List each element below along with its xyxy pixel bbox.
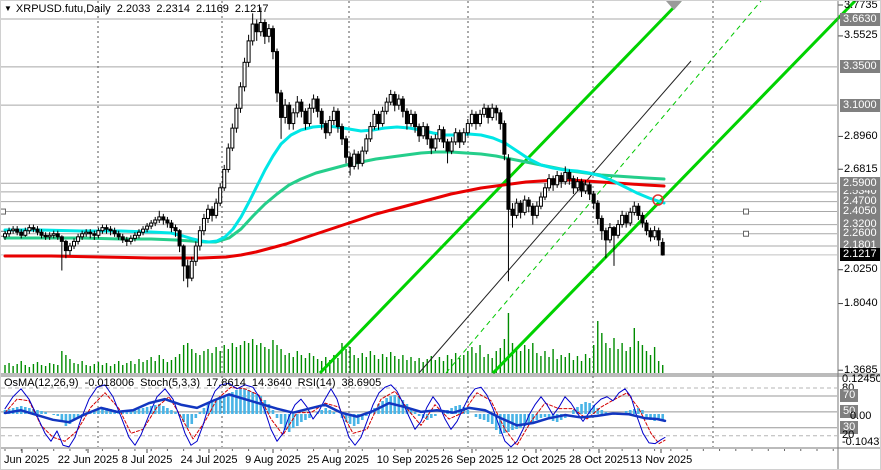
symbol-menu-icon[interactable]: ▼ xyxy=(4,4,12,13)
gray-arrow-marker xyxy=(666,1,682,10)
line-handle xyxy=(1,208,6,215)
signal-circle-marker xyxy=(652,194,664,206)
line-handle xyxy=(743,230,749,237)
line-handle xyxy=(743,208,749,215)
